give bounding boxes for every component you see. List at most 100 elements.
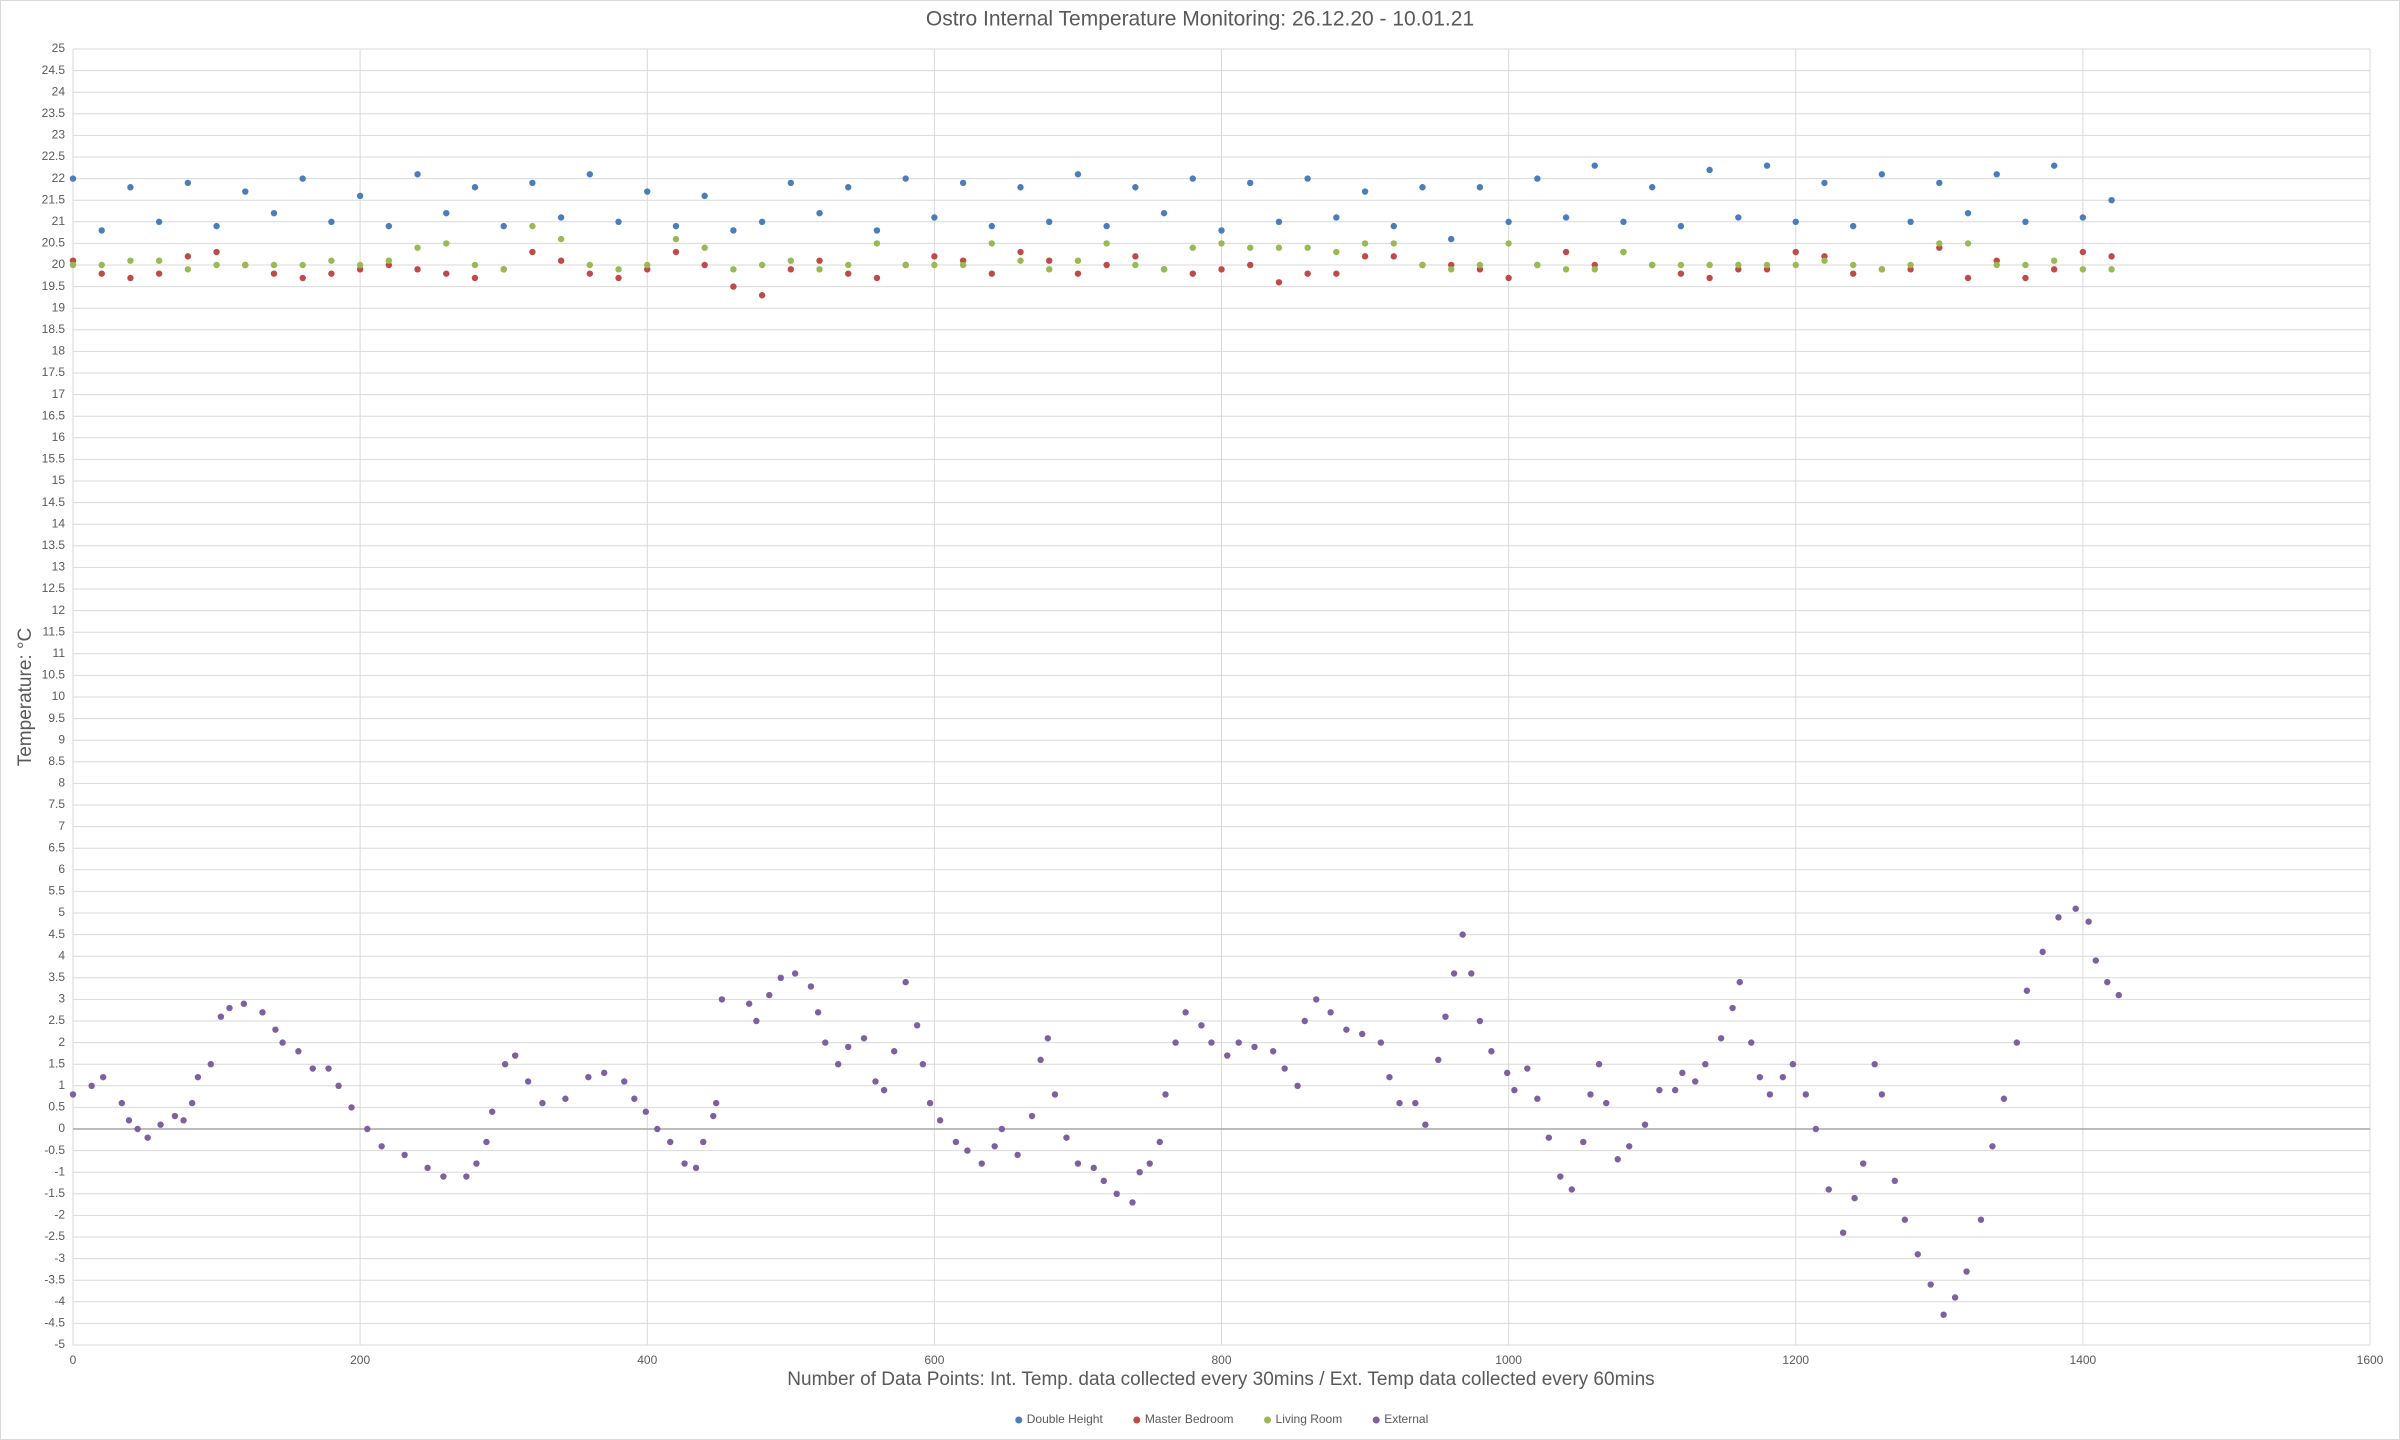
point: [213, 261, 220, 269]
point: [440, 1173, 447, 1180]
point: [1580, 1138, 1587, 1146]
point: [188, 1099, 196, 1107]
point: [1132, 253, 1139, 260]
point: [807, 983, 815, 990]
point: [1964, 274, 1972, 282]
point: [1562, 214, 1570, 221]
point: [1825, 1186, 1832, 1193]
x-axis-title: Number of Data Points: Int. Temp. data c…: [787, 1369, 1654, 1390]
point: [1993, 171, 2000, 178]
legend-marker: [1015, 1416, 1023, 1424]
point: [672, 248, 680, 256]
point: [672, 235, 680, 243]
point: [401, 1151, 408, 1159]
point: [270, 209, 278, 217]
legend-marker: [1372, 1416, 1380, 1424]
point: [1812, 1125, 1820, 1133]
point: [642, 1108, 650, 1115]
point: [1136, 1169, 1143, 1176]
point: [845, 270, 852, 277]
point: [1677, 222, 1685, 230]
point: [2072, 905, 2079, 912]
point: [242, 261, 249, 269]
point: [155, 218, 163, 225]
point: [443, 240, 450, 247]
legend-label: Double Height: [1027, 1412, 1104, 1426]
point: [1940, 1311, 1947, 1318]
point: [98, 270, 105, 277]
point: [873, 227, 881, 234]
point: [1851, 1194, 1858, 1202]
y-tick-label: 2.5: [48, 1013, 65, 1027]
point: [270, 270, 278, 277]
point: [194, 1073, 202, 1081]
point: [1103, 261, 1110, 269]
point: [1839, 1229, 1847, 1236]
point: [2013, 1039, 2021, 1046]
point: [1936, 240, 1943, 247]
point: [902, 261, 909, 269]
point: [127, 257, 134, 264]
point: [557, 257, 565, 264]
point: [259, 1009, 266, 1016]
point: [1964, 209, 1972, 217]
point: [964, 1147, 971, 1154]
point: [1100, 1177, 1107, 1185]
point: [1891, 1177, 1899, 1185]
y-tick-label: 23.5: [42, 106, 66, 120]
y-tick-label: 25: [52, 41, 66, 55]
point: [1641, 1121, 1649, 1128]
point: [557, 214, 565, 221]
point: [1648, 261, 1656, 269]
y-tick-label: 1.5: [48, 1056, 65, 1070]
point: [2079, 266, 2087, 273]
point: [931, 253, 938, 260]
point: [667, 1138, 674, 1146]
point: [1591, 266, 1598, 273]
y-tick-label: 4.5: [48, 927, 65, 941]
y-tick-label: 21.5: [42, 192, 66, 206]
point: [1218, 240, 1225, 247]
point: [385, 222, 393, 230]
point: [2055, 914, 2062, 921]
point: [1450, 970, 1458, 977]
point: [1849, 222, 1857, 230]
point: [701, 261, 708, 269]
point: [272, 1026, 279, 1033]
y-tick-label: 22.5: [42, 149, 66, 163]
point: [539, 1099, 546, 1107]
point: [1505, 240, 1512, 247]
point: [1677, 261, 1685, 269]
point: [1907, 218, 1914, 225]
point: [1503, 1069, 1511, 1077]
legend-marker: [1133, 1416, 1141, 1424]
point: [226, 1004, 233, 1012]
point: [1448, 266, 1455, 273]
point: [127, 274, 134, 282]
point: [1871, 1061, 1878, 1068]
point: [890, 1048, 898, 1055]
point: [299, 175, 306, 182]
point: [1459, 931, 1466, 938]
point: [1044, 1035, 1051, 1042]
point: [672, 222, 680, 230]
point: [1247, 261, 1254, 269]
y-tick-label: 6: [58, 862, 65, 876]
series: [69, 162, 2115, 243]
point: [180, 1117, 187, 1124]
series: [69, 222, 2115, 273]
point: [873, 240, 881, 247]
point: [328, 218, 335, 225]
point: [471, 261, 479, 269]
chart-title: Ostro Internal Temperature Monitoring: 2…: [926, 8, 1474, 31]
point: [364, 1125, 371, 1133]
point: [335, 1082, 342, 1090]
point: [1763, 162, 1771, 169]
point: [1448, 235, 1455, 243]
point: [279, 1039, 286, 1046]
y-tick-label: 8.5: [48, 754, 65, 768]
point: [1218, 227, 1225, 234]
point: [1878, 266, 1886, 273]
point: [681, 1160, 688, 1167]
grid: [72, 48, 2371, 1346]
